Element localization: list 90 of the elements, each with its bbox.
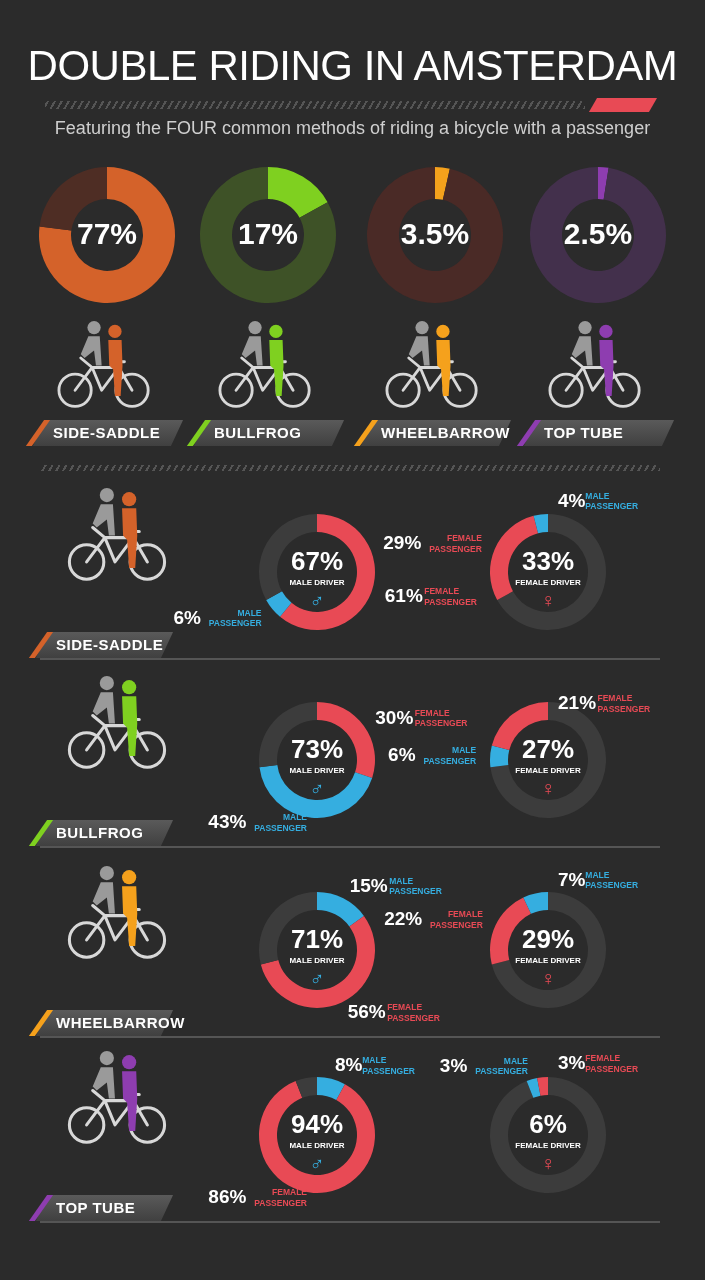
- data-label: 30%: [375, 706, 414, 728]
- text: 94%: [290, 1109, 344, 1139]
- donut-slice: [280, 514, 375, 630]
- donut-slice: [490, 745, 510, 768]
- donut-slice: [317, 892, 364, 927]
- donut-slice: [537, 1077, 548, 1096]
- text: 6%: [529, 1109, 567, 1139]
- donut-slice: [295, 1077, 317, 1098]
- text: WHEELBARROW: [381, 423, 510, 443]
- donut-slice: [491, 892, 606, 1008]
- donut-slice: [435, 167, 450, 200]
- data-label: 8%: [334, 1054, 363, 1076]
- donut-slice: [268, 167, 328, 218]
- slice-label: FEMALE PASSENGER: [597, 693, 651, 714]
- text: FEMALE DRIVER: [515, 578, 581, 587]
- slice-label: FEMALE PASSENGER: [424, 586, 477, 607]
- text: ♀: [540, 967, 556, 989]
- text: FEMALE DRIVER: [515, 1141, 581, 1150]
- text: SIDE-SADDLE: [53, 423, 161, 443]
- slice-label: MALE PASSENGER: [389, 875, 442, 897]
- text: ♀: [540, 777, 556, 799]
- text: BULLFROG: [214, 423, 302, 443]
- data-label: 3%: [439, 1054, 468, 1076]
- data-label: 21%: [558, 692, 597, 714]
- data-label: 4%: [558, 489, 586, 511]
- data-label: 56%: [347, 1001, 386, 1022]
- donut-slice: [200, 167, 336, 303]
- data-label: 17%: [237, 217, 299, 250]
- donut-slice: [39, 167, 175, 303]
- donut-slice: [533, 514, 548, 534]
- donut-slice: [530, 167, 666, 303]
- slice-label: MALE PASSENGER: [423, 745, 477, 766]
- text: MALE DRIVER: [289, 1141, 345, 1150]
- text: ♂: [309, 589, 325, 611]
- data-label: 7%: [558, 868, 586, 890]
- slice-label: MALE PASSENGER: [362, 1055, 415, 1076]
- text: SIDE-SADDLE: [56, 635, 164, 655]
- text: 67%: [290, 546, 344, 576]
- donut-slice: [526, 1078, 541, 1098]
- donut-slice: [490, 1077, 606, 1193]
- slice-label: FEMALE PASSENGER: [414, 707, 468, 729]
- slice-label: MALE PASSENGER: [208, 607, 262, 629]
- donut-slice: [259, 1081, 375, 1193]
- text: ♂: [309, 1152, 325, 1174]
- data-label: 61%: [384, 585, 423, 607]
- data-label: 29%: [383, 532, 422, 554]
- text: ♀: [540, 589, 556, 611]
- text: 29%: [521, 924, 575, 954]
- donut-slice: [259, 765, 373, 818]
- text: Featuring the FOUR common methods of riding a bicycle with a passenger: [53, 118, 652, 139]
- text: 33%: [521, 546, 575, 576]
- text: MALE DRIVER: [289, 578, 345, 587]
- text: 73%: [290, 734, 344, 764]
- text: 27%: [521, 734, 575, 764]
- slice-label: FEMALE PASSENGER: [585, 1053, 639, 1074]
- text: FEMALE DRIVER: [515, 956, 581, 965]
- slice-label: MALE PASSENGER: [585, 869, 639, 891]
- slice-label: FEMALE PASSENGER: [387, 1002, 440, 1023]
- donut-slice: [523, 892, 548, 914]
- text: ♂: [309, 777, 325, 799]
- data-label: 15%: [349, 874, 388, 896]
- text: DOUBLE RIDING IN AMSTERDAM: [26, 42, 679, 90]
- donut-slice: [497, 514, 606, 630]
- text: ♂: [309, 967, 325, 989]
- text: FEMALE DRIVER: [515, 766, 581, 775]
- slice-label: MALE PASSENGER: [585, 490, 639, 512]
- donut-slice: [367, 167, 503, 303]
- text: TOP TUBE: [544, 423, 624, 443]
- data-label: 6%: [173, 606, 202, 628]
- data-label: 77%: [76, 217, 138, 250]
- data-label: 2.5%: [563, 217, 633, 250]
- donut-slice: [266, 591, 292, 617]
- data-label: 22%: [384, 908, 423, 930]
- text: MALE DRIVER: [289, 956, 345, 965]
- data-label: 86%: [208, 1186, 247, 1207]
- text: MALE DRIVER: [289, 766, 345, 775]
- donut-slice: [598, 167, 609, 200]
- text: 71%: [290, 924, 344, 954]
- slice-label: FEMALE PASSENGER: [430, 909, 484, 930]
- text: ♀: [540, 1152, 556, 1174]
- text: WHEELBARROW: [56, 1013, 185, 1033]
- data-label: 43%: [208, 811, 247, 832]
- slice-label: MALE PASSENGER: [475, 1055, 529, 1077]
- data-label: 6%: [388, 744, 416, 766]
- text: TOP TUBE: [56, 1198, 136, 1218]
- data-label: 3%: [558, 1052, 586, 1074]
- text: BULLFROG: [56, 823, 144, 843]
- slice-label: FEMALE PASSENGER: [429, 533, 483, 554]
- donut-slice: [317, 1077, 345, 1100]
- data-label: 3.5%: [400, 217, 470, 250]
